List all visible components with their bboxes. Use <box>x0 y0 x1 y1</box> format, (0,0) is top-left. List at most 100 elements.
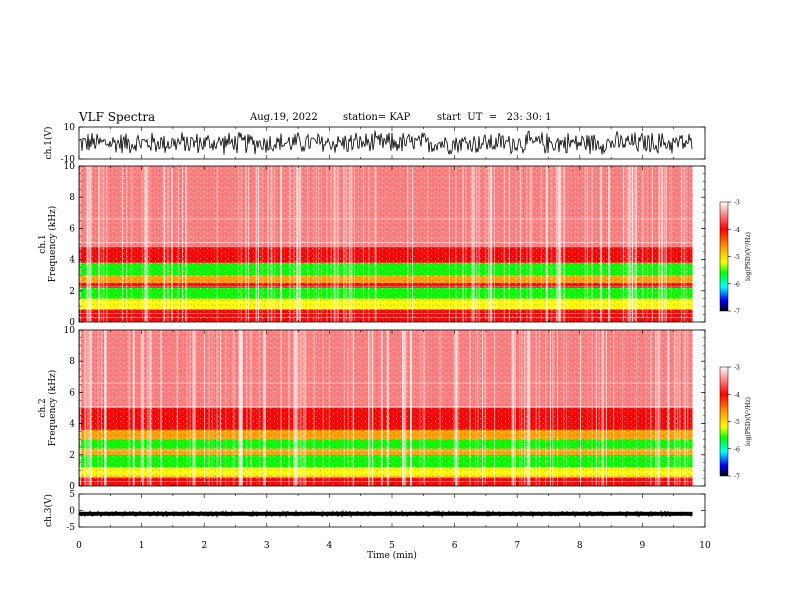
waveform-ch3-panel <box>78 509 693 519</box>
spectrogram-streak <box>602 330 604 486</box>
spectrogram-streak <box>477 330 479 486</box>
spectrogram-streak <box>409 330 411 486</box>
spectrogram-streak <box>193 330 196 486</box>
colorbar-tick-label: -7 <box>734 474 740 481</box>
spectrogram-streak <box>295 330 298 486</box>
spectrogram-streak <box>164 166 166 322</box>
spectrogram-streak <box>374 166 376 322</box>
spectrogram-streak <box>211 330 213 486</box>
spectrogram-streak <box>514 330 516 486</box>
spectrogram-streak <box>462 166 464 322</box>
colorbar-tick-label: -6 <box>734 446 740 453</box>
y-tick-label: 6 <box>69 388 75 398</box>
x-tick-label: 4 <box>327 541 333 551</box>
spectrogram-streak <box>412 166 414 322</box>
spectrogram-streak <box>351 166 353 322</box>
spectrogram-streak <box>147 166 149 322</box>
spectrogram-streak <box>687 330 689 486</box>
spectrogram-streak <box>512 330 515 486</box>
colorbar-tick-label: -7 <box>734 309 740 316</box>
spectrogram-streak <box>146 330 149 486</box>
spectrogram-streak <box>608 166 611 322</box>
spectrogram-streak <box>351 330 353 486</box>
waveform-ch3-frame <box>78 493 706 528</box>
y-tick-label: 10 <box>64 123 76 133</box>
spectrogram-streak <box>580 330 582 486</box>
spectrogram-streak <box>552 330 554 486</box>
spectrogram-streak <box>87 166 89 322</box>
spectrogram-streak <box>151 330 153 486</box>
spectrogram-streak <box>313 166 315 322</box>
spectrogram-streak <box>551 166 553 322</box>
spectrogram-streak <box>343 166 345 322</box>
spectrogram-streak <box>343 330 345 486</box>
spectrogram-streak <box>350 166 352 322</box>
spectrogram-streak <box>299 166 302 322</box>
spectrogram-streak <box>659 330 661 486</box>
spectrogram-streak <box>665 166 667 322</box>
spectrogram-streak <box>166 166 169 322</box>
colorbar-tick-label: -5 <box>734 254 740 261</box>
spectrogram-streak <box>473 166 475 322</box>
y-tick-label: 2 <box>69 287 75 297</box>
spectrogram-streak <box>475 330 477 486</box>
spectrogram-streak <box>149 330 151 486</box>
spectrogram-streak <box>293 166 295 322</box>
spectrogram-streak <box>663 166 665 322</box>
spectrogram-streak <box>181 166 183 322</box>
spectrogram-streak <box>352 330 354 486</box>
spectrogram-streak <box>657 330 660 486</box>
spectrogram-streak <box>307 166 309 322</box>
spectrogram-streak <box>375 166 377 322</box>
spectrogram-streak <box>362 166 364 322</box>
spectrogram-streak <box>555 166 558 322</box>
spectrogram-streak <box>160 330 162 486</box>
spectrogram-streak <box>559 166 562 322</box>
spectrogram-streak <box>141 330 144 486</box>
y-tick-label: 8 <box>69 357 75 367</box>
spectrogram-streak <box>258 166 260 322</box>
colorbar-label: log(PSD)(V²/Hz) <box>745 397 752 446</box>
spectrogram-streak <box>274 166 276 322</box>
x-tick-label: 6 <box>452 541 458 551</box>
spectrogram-streak <box>516 166 518 322</box>
spectrogram-streak <box>297 330 299 486</box>
spectrogram-streak <box>380 330 383 486</box>
spectrogram-streak <box>494 166 496 322</box>
spectrogram-streak <box>216 330 218 486</box>
spectrogram-streak <box>149 166 151 322</box>
x-tick-label: 7 <box>514 541 520 551</box>
spectrogram-streak <box>658 166 661 322</box>
spectrogram-streak <box>264 330 266 486</box>
spectrogram-streak <box>121 166 123 322</box>
spectrogram-streak <box>225 330 227 486</box>
y-tick-label: -5 <box>66 523 75 533</box>
spectrogram-streak <box>595 330 597 486</box>
spectrogram-streak <box>521 330 523 486</box>
spectrogram-streak <box>632 166 634 322</box>
y-axis-label: Frequency (kHz) <box>47 370 58 447</box>
spectrogram-streak <box>601 330 603 486</box>
y-tick-label: 6 <box>69 224 75 234</box>
spectrogram-streak <box>520 166 522 322</box>
y-tick-label: 10 <box>64 162 76 172</box>
spectrogram-texture <box>79 330 693 486</box>
spectrogram-streak <box>563 166 566 322</box>
spectrogram-streak <box>646 166 648 322</box>
spectrogram-streak <box>315 166 317 322</box>
spectrogram-streak <box>684 330 686 486</box>
spectrogram-streak <box>613 330 615 486</box>
y-tick-label: 8 <box>69 193 75 203</box>
spectrogram-streak <box>655 330 657 486</box>
spectrogram-streak <box>240 166 242 322</box>
spectrogram-streak <box>386 330 388 486</box>
spectrogram-streak <box>476 166 478 322</box>
spectrogram-streak <box>246 330 248 486</box>
spectrogram-streak <box>103 166 105 322</box>
spectrogram-streak <box>336 166 338 322</box>
spectrogram-streak <box>440 330 442 486</box>
spectrogram-streak <box>189 330 191 486</box>
spectrogram-streak <box>531 166 533 322</box>
spectrogram-streak <box>87 330 89 486</box>
colorbar-tick-label: -4 <box>734 227 740 234</box>
